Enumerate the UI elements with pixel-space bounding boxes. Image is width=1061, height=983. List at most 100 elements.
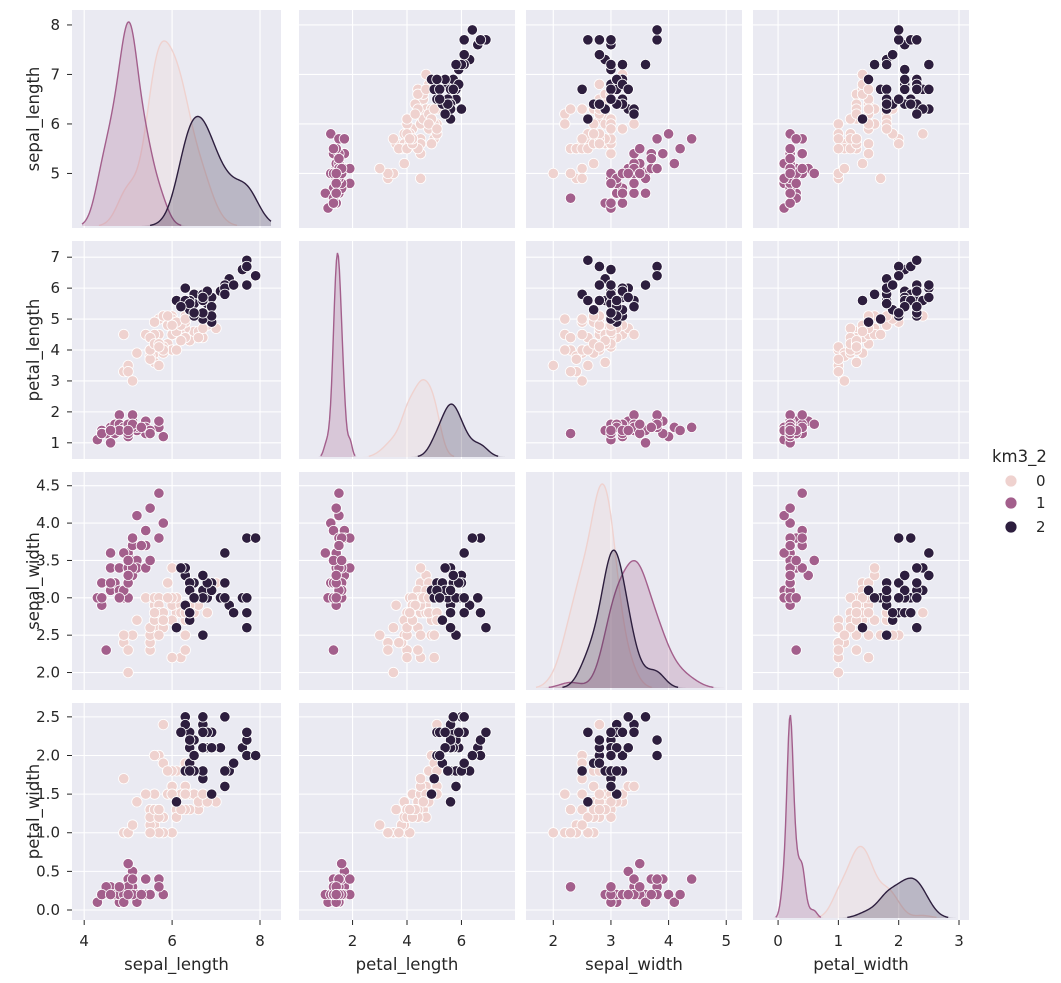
scatter-point-series-1 [564, 881, 577, 893]
scatter-point-series-0 [588, 128, 600, 140]
scatter-point-series-0 [428, 629, 440, 641]
legend-marker-0 [1004, 474, 1018, 488]
scatter-point-series-2 [425, 788, 438, 800]
y-tick-label: 2.0 [36, 746, 60, 764]
x-tick-label: 2 [894, 932, 904, 950]
scatter-point-series-0 [844, 622, 857, 634]
scatter-point-series-2 [241, 622, 253, 634]
scatter-point-series-1 [674, 424, 686, 437]
scatter-point-series-2 [188, 749, 200, 762]
y-tick-label: 2.5 [36, 626, 60, 644]
scatter-point-series-0 [862, 148, 875, 160]
panel-sepal_width-vs-sepal_width [526, 472, 742, 690]
scatter-point-series-0 [409, 599, 421, 611]
x-tick-label: 5 [721, 932, 731, 950]
scatter-point-series-0 [917, 128, 929, 140]
scatter-point-series-2 [868, 592, 881, 604]
panel-sepal_length-vs-sepal_width [526, 10, 742, 228]
scatter-point-series-0 [374, 629, 386, 641]
scatter-point-series-0 [131, 796, 143, 808]
kde-fill-series-2 [82, 116, 271, 226]
panel-sepal_length-vs-petal_width [753, 10, 969, 228]
scatter-point-series-0 [599, 356, 611, 368]
scatter-point-series-1 [639, 896, 652, 908]
kde-fill-series-0 [309, 379, 505, 457]
scatter-point-series-2 [241, 260, 253, 273]
scatter-point-series-0 [401, 651, 413, 664]
scatter-point-series-2 [219, 780, 231, 792]
scatter-point-series-0 [576, 819, 588, 831]
scatter-point-series-0 [838, 375, 851, 387]
legend-label-2: 2 [1036, 518, 1046, 536]
scatter-point-series-0 [588, 780, 600, 792]
scatter-point-series-2 [628, 726, 640, 738]
y-tick-label: 2.0 [36, 664, 60, 682]
scatter-point-series-2 [905, 607, 917, 619]
scatter-point-series-2 [576, 765, 588, 777]
scatter-point-series-1 [157, 517, 169, 529]
scatter-point-series-1 [144, 427, 156, 440]
scatter-point-series-0 [862, 607, 875, 619]
scatter-point-series-1 [668, 157, 680, 170]
scatter-point-series-0 [605, 148, 617, 160]
scatter-point-series-0 [838, 629, 851, 641]
y-tick-label: 1.0 [36, 824, 60, 842]
scatter-point-series-2 [887, 49, 899, 61]
scatter-point-series-2 [434, 592, 446, 604]
scatter-point-series-0 [874, 328, 887, 341]
kde-fill-series-0 [763, 846, 959, 918]
scatter-point-series-2 [434, 749, 446, 762]
scatter-point-series-2 [444, 607, 457, 619]
scatter-point-series-0 [576, 162, 588, 175]
kde-line-series-0 [816, 845, 937, 919]
scatter-point-series-0 [868, 614, 881, 626]
scatter-point-series-1 [796, 532, 808, 544]
scatter-point-series-2 [444, 584, 457, 596]
scatter-point-series-2 [228, 607, 240, 619]
kde-line-series-2 [562, 549, 679, 689]
scatter-point-series-2 [605, 307, 617, 319]
scatter-point-series-0 [850, 644, 863, 656]
panel-petal_width-vs-sepal_width [526, 703, 742, 920]
scatter-point-series-0 [832, 118, 844, 130]
scatter-point-series-2 [582, 113, 594, 125]
scatter-point-series-0 [564, 803, 577, 816]
scatter-point-series-2 [444, 734, 457, 746]
scatter-point-series-0 [179, 644, 191, 656]
scatter-point-series-2 [856, 622, 869, 634]
scatter-point-series-2 [458, 49, 470, 61]
scatter-point-series-2 [616, 749, 629, 762]
kde-fill-series-1 [82, 22, 271, 226]
x-tick-label: 3 [954, 932, 964, 950]
scatter-point-series-0 [862, 629, 875, 641]
scatter-point-series-0 [390, 599, 402, 611]
scatter-point-series-2 [474, 34, 487, 46]
scatter-point-series-0 [862, 103, 875, 115]
scatter-point-series-1 [144, 502, 156, 514]
scatter-point-series-0 [382, 827, 394, 839]
x-tick-label: 4 [664, 932, 674, 950]
kde-fill-series-2 [309, 404, 505, 457]
x-tick-label: 6 [457, 932, 467, 950]
scatter-point-series-0 [197, 322, 209, 334]
scatter-point-series-0 [425, 138, 438, 150]
kde-line-series-0 [98, 40, 238, 227]
scatter-point-series-0 [179, 629, 191, 641]
legend: km3_2 0 1 2 [992, 447, 1047, 536]
scatter-point-series-1 [104, 424, 117, 437]
scatter-point-series-0 [401, 113, 413, 125]
scatter-point-series-2 [431, 73, 443, 86]
scatter-point-series-0 [856, 325, 869, 338]
scatter-point-series-2 [856, 113, 869, 125]
scatter-point-series-0 [576, 803, 588, 816]
scatter-point-series-1 [122, 554, 134, 567]
scatter-point-series-2 [593, 757, 606, 769]
panel-petal_length-vs-sepal_length [72, 241, 281, 459]
scatter-point-series-1 [796, 162, 808, 175]
scatter-point-series-0 [559, 118, 571, 130]
scatter-point-series-1 [808, 554, 820, 567]
scatter-point-series-0 [564, 103, 577, 115]
scatter-point-series-0 [628, 328, 640, 341]
scatter-point-series-2 [881, 98, 893, 110]
